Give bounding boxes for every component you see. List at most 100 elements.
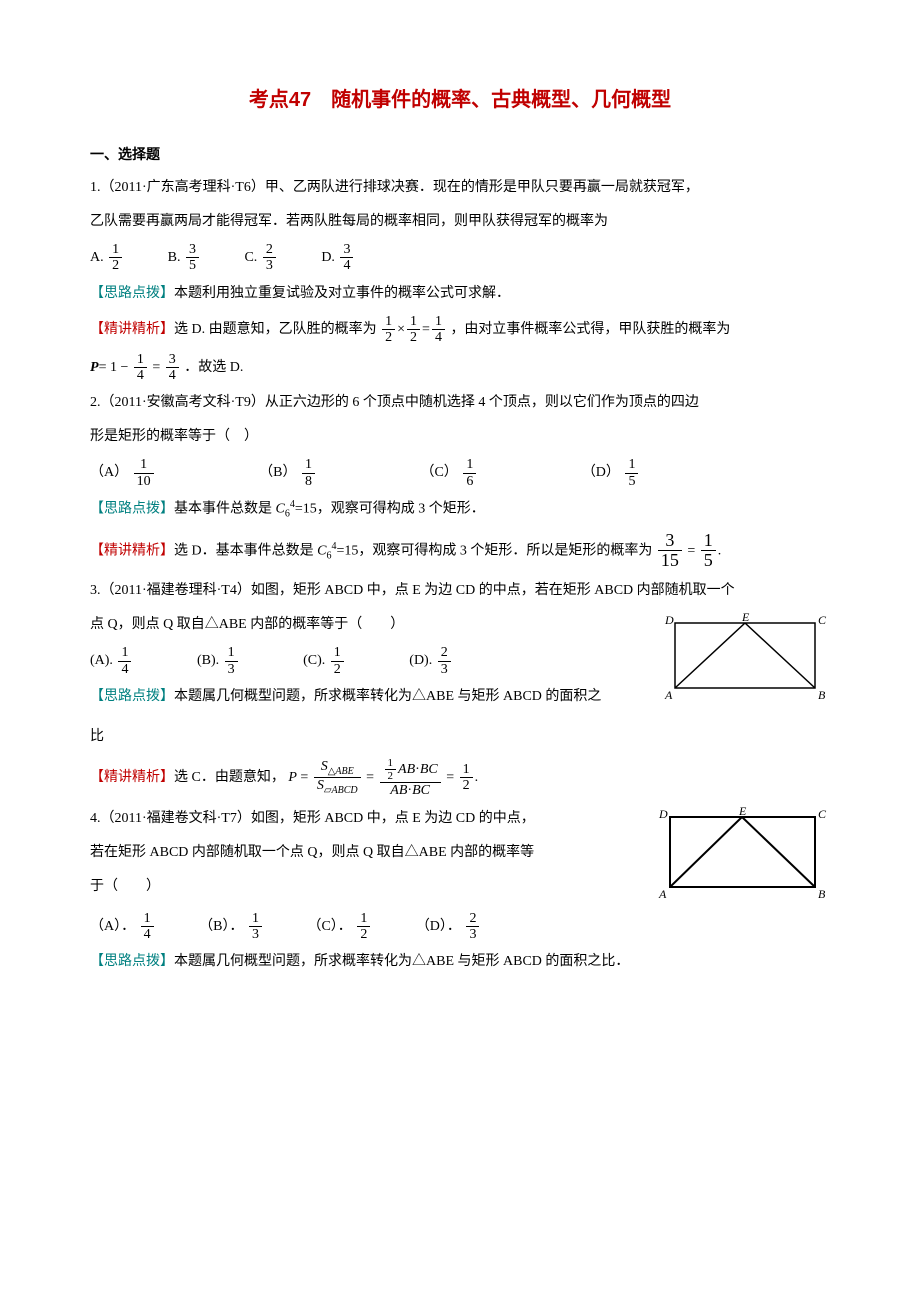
hint-text: 本题属几何概型问题，所求概率转化为△ABE 与矩形 ABCD 的面积之 (174, 689, 601, 704)
solution-text: ．故选 D. (184, 360, 243, 375)
fig-label-e: E (741, 611, 750, 624)
choice-label: A. (90, 250, 104, 265)
q3-figure: D E C A B (660, 611, 830, 706)
choice-label: （D）． (416, 919, 461, 934)
q1-choice-c: C. 23 (244, 242, 277, 274)
q4-hint: 【思路点拨】本题属几何概型问题，所求概率转化为△ABE 与矩形 ABCD 的面积… (90, 948, 830, 976)
q3-choice-b: (B). 13 (197, 645, 240, 677)
fig-label-c: C (818, 613, 827, 627)
fraction: 12 (407, 314, 420, 346)
solution-text: ，由对立事件概率公式得，甲队获胜的概率为 (450, 322, 730, 337)
q4-choice-a: （A）． 14 (90, 911, 156, 943)
fraction: 14 (134, 352, 147, 384)
fig-label-b: B (818, 688, 826, 702)
fraction: 23 (438, 645, 451, 677)
q1-choice-d: D. 34 (321, 242, 355, 274)
solution-text: 选 C．由题意知， (174, 770, 285, 785)
hint-label: 【思路点拨】 (90, 286, 174, 301)
q3-choice-d: (D). 23 (409, 645, 452, 677)
choice-label: （D） (582, 465, 620, 480)
svg-text:B: B (818, 887, 826, 901)
q2-choice-d: （D） 15 (582, 457, 641, 489)
q1-solution-line2: P= 1 − 14 = 34 ．故选 D. (90, 352, 830, 384)
fraction: 13 (249, 911, 262, 943)
choice-label: D. (321, 250, 335, 265)
q3-choice-a: (A). 14 (90, 645, 133, 677)
choice-label: （B） (259, 465, 296, 480)
fraction: 18 (302, 457, 315, 489)
fraction: 12 (382, 314, 395, 346)
choice-label: (D). (409, 653, 432, 668)
fraction: 35 (186, 242, 199, 274)
q3-solution: 【精讲精析】选 C．由题意知， P = S△ABES▱ABCD = 12AB·B… (90, 757, 830, 799)
q2-choice-c: （C） 16 (420, 457, 478, 489)
q2-choice-a: （A） 110 (90, 457, 156, 489)
hint-text: 本题利用独立重复试验及对立事件的概率公式可求解． (174, 286, 510, 301)
fraction: 14 (141, 911, 154, 943)
choice-label: C. (244, 250, 257, 265)
fraction: 12AB·BCAB·BC (380, 757, 441, 799)
solution-text: 选 D．基本事件总数是 (174, 543, 314, 558)
fig-label-a: A (664, 688, 673, 702)
fraction: 15 (701, 531, 716, 572)
svg-text:D: D (658, 807, 668, 821)
solution-label: 【精讲精析】 (90, 543, 174, 558)
choice-label: (A). (90, 653, 113, 668)
fraction: 13 (225, 645, 238, 677)
document-title: 考点47 随机事件的概率、古典概型、几何概型 (90, 80, 830, 120)
fig-label-d: D (664, 613, 674, 627)
q4-choice-b: （B）． 13 (199, 911, 264, 943)
choice-label: (C). (303, 653, 325, 668)
q3-stem-line1: 3.（2011·福建卷理科·T4）如图，矩形 ABCD 中，点 E 为边 CD … (90, 577, 830, 605)
choice-label: （C） (420, 465, 457, 480)
svg-text:A: A (658, 887, 667, 901)
q1-stem-line1: 1.（2011·广东高考理科·T6）甲、乙两队进行排球决赛．现在的情形是甲队只要… (90, 174, 830, 202)
solution-text: 选 D. 由题意知，乙队胜的概率为 (174, 322, 377, 337)
hint-label: 【思路点拨】 (90, 954, 174, 969)
fraction: 34 (340, 242, 353, 274)
choice-label: （A） (90, 465, 128, 480)
q3-hint2: 比 (90, 723, 830, 751)
q1-choices: A. 12 B. 35 C. 23 D. 34 (90, 242, 830, 274)
q1-choice-a: A. 12 (90, 242, 124, 274)
choice-label: B. (168, 250, 181, 265)
choice-label: (B). (197, 653, 219, 668)
q1-solution-line1: 【精讲精析】选 D. 由题意知，乙队胜的概率为 12×12=14 ，由对立事件概… (90, 314, 830, 346)
q1-stem-line2: 乙队需要再赢两局才能得冠军．若两队胜每局的概率相同，则甲队获得冠军的概率为 (90, 208, 830, 236)
fraction: 12 (331, 645, 344, 677)
fraction: 14 (118, 645, 131, 677)
fraction: 315 (658, 531, 682, 572)
fraction: 110 (134, 457, 154, 489)
svg-text:C: C (818, 807, 827, 821)
solution-label: 【精讲精析】 (90, 322, 174, 337)
q1-hint: 【思路点拨】本题利用独立重复试验及对立事件的概率公式可求解． (90, 280, 830, 308)
fraction: 12 (357, 911, 370, 943)
fraction: 15 (625, 457, 638, 489)
hint-text: 基本事件总数是 (174, 502, 272, 517)
fraction: 23 (466, 911, 479, 943)
choice-label: （C）． (307, 919, 351, 934)
fraction: 12 (460, 762, 473, 794)
q1-choice-b: B. 35 (168, 242, 201, 274)
section-heading: 一、选择题 (90, 140, 830, 168)
svg-text:E: E (738, 805, 747, 818)
fraction: 16 (463, 457, 476, 489)
q2-solution: 【精讲精析】选 D．基本事件总数是 C64=15，观察可得构成 3 个矩形．所以… (90, 531, 830, 572)
hint-text: =15，观察可得构成 3 个矩形． (295, 502, 485, 517)
q4-choice-d: （D）． 23 (416, 911, 482, 943)
q4-choice-c: （C）． 12 (307, 911, 372, 943)
q2-choice-b: （B） 18 (259, 457, 317, 489)
hint-label: 【思路点拨】 (90, 689, 174, 704)
fraction: 23 (263, 242, 276, 274)
solution-text: =15，观察可得构成 3 个矩形．所以是矩形的概率为 (336, 543, 652, 558)
choice-label: （A）． (90, 919, 135, 934)
fraction: 12 (109, 242, 122, 274)
solution-label: 【精讲精析】 (90, 770, 174, 785)
q4-choices: （A）． 14 （B）． 13 （C）． 12 （D）． 23 (90, 911, 830, 943)
q2-choices: （A） 110 （B） 18 （C） 16 （D） 15 (90, 457, 830, 489)
q3-choice-c: (C). 12 (303, 645, 346, 677)
choice-label: （B）． (199, 919, 243, 934)
fraction: 14 (432, 314, 445, 346)
hint-text: 本题属几何概型问题，所求概率转化为△ABE 与矩形 ABCD 的面积之比． (174, 954, 629, 969)
hint-label: 【思路点拨】 (90, 502, 174, 517)
